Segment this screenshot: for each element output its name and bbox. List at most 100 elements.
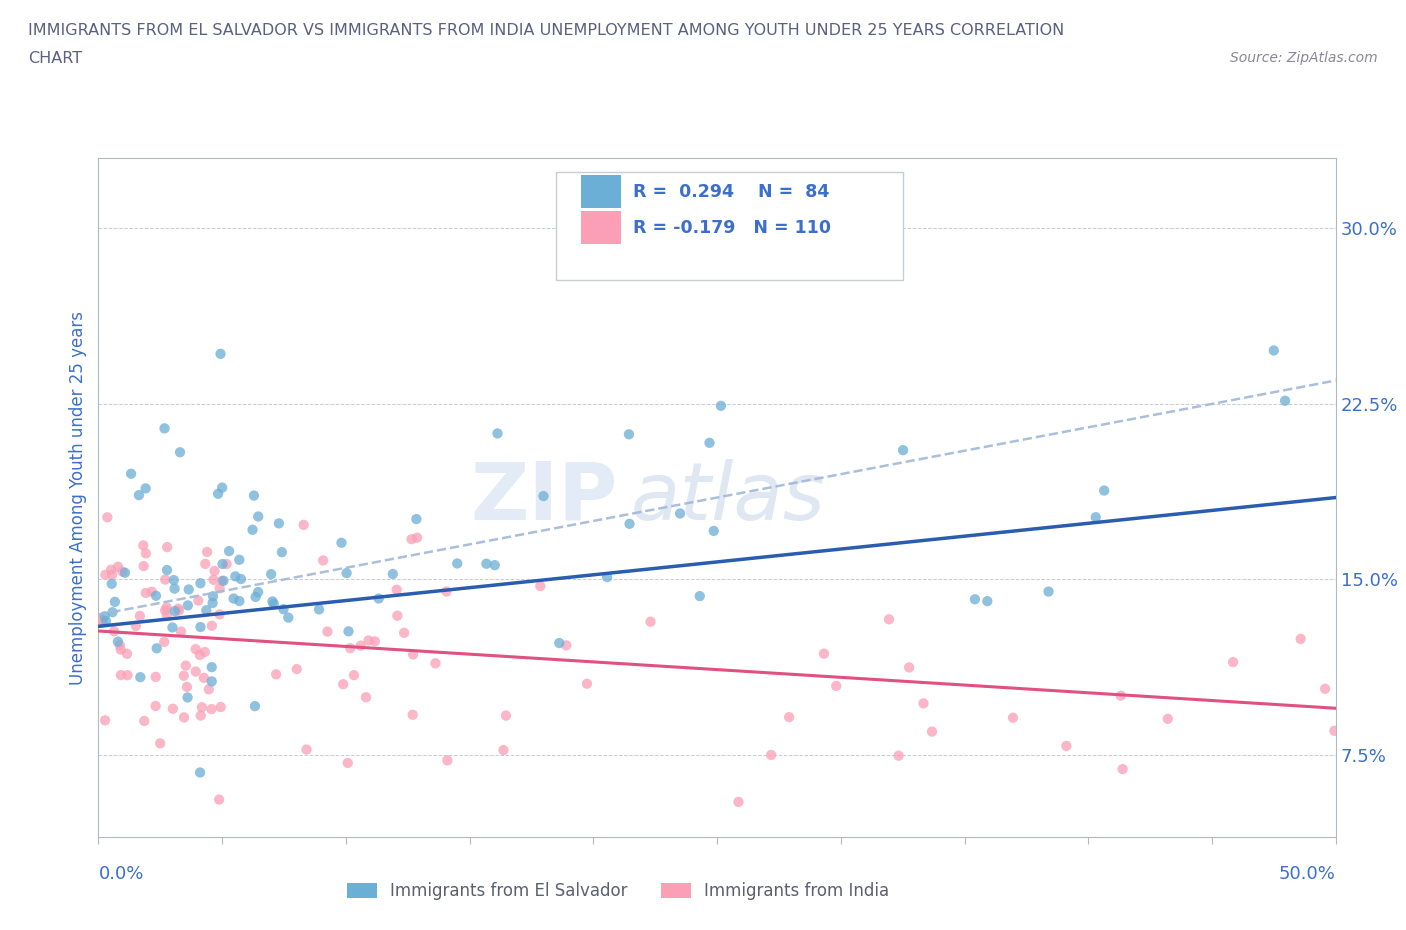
Point [176,680,198,695]
Point [209,346,232,361]
Point [91,613,114,628]
Point [1263,343,1285,358]
Point [277,610,299,625]
Point [190,576,212,591]
Point [194,644,217,659]
Point [555,638,578,653]
Point [101,604,124,619]
Point [215,557,238,572]
Point [898,660,921,675]
Point [191,700,214,715]
Point [617,427,640,442]
Point [128,487,150,502]
Point [402,708,425,723]
Point [155,572,177,587]
Point [1109,688,1132,703]
Point [209,699,232,714]
Text: 0.0%: 0.0% [98,865,143,884]
Point [727,794,749,809]
Point [173,669,195,684]
Point [211,557,233,572]
Point [1054,738,1077,753]
Point [976,593,998,608]
Point [401,532,423,547]
Point [492,742,515,757]
Point [350,638,373,653]
Point [813,646,835,661]
Point [1092,483,1115,498]
Point [596,570,619,585]
Point [169,445,191,459]
Point [330,536,353,551]
Point [195,544,218,559]
Point [103,624,125,639]
Point [177,598,200,613]
Point [100,563,122,578]
Point [212,573,235,588]
Point [224,569,246,584]
Point [891,443,914,458]
Point [495,708,517,723]
Point [245,590,267,604]
Point [173,710,195,724]
Text: 50.0%: 50.0% [1279,865,1336,884]
Point [264,667,287,682]
Point [162,701,184,716]
Point [759,748,782,763]
Point [887,749,910,764]
Point [107,634,129,649]
Point [486,426,509,441]
Point [135,481,157,496]
Point [619,516,641,531]
Point [145,698,167,713]
Point [357,633,380,648]
Point [699,435,721,450]
Point [703,524,725,538]
Point [575,676,598,691]
Text: R =  0.294    N =  84: R = 0.294 N = 84 [633,182,830,201]
Point [170,624,193,639]
Point [533,488,555,503]
Point [188,765,211,780]
Point [436,753,458,768]
Point [1289,631,1312,646]
Point [1323,724,1346,738]
Point [1157,711,1180,726]
Point [184,642,207,657]
Point [94,713,117,728]
Point [145,589,167,604]
Point [228,593,250,608]
Text: ZIP: ZIP [471,458,619,537]
Point [339,641,361,656]
Point [162,620,184,635]
Point [149,736,172,751]
Point [91,616,114,631]
Point [436,584,458,599]
Point [640,615,662,630]
Point [96,510,118,525]
Point [387,608,409,623]
Point [308,602,330,617]
Point [228,552,250,567]
Point [204,564,226,578]
Point [108,638,131,653]
Point [163,604,186,618]
FancyBboxPatch shape [557,172,903,280]
Point [177,582,200,597]
Point [247,509,270,524]
Point [93,609,115,624]
Point [877,612,900,627]
Point [211,480,233,495]
Point [402,647,425,662]
Point [270,545,292,560]
Point [475,556,498,571]
Point [202,572,225,587]
Point [446,556,468,571]
Point [211,574,233,589]
Point [295,742,318,757]
Point [1313,682,1336,697]
Y-axis label: Unemployment Among Youth under 25 years: Unemployment Among Youth under 25 years [69,311,87,684]
Point [135,586,157,601]
Point [134,713,156,728]
Point [710,398,733,413]
